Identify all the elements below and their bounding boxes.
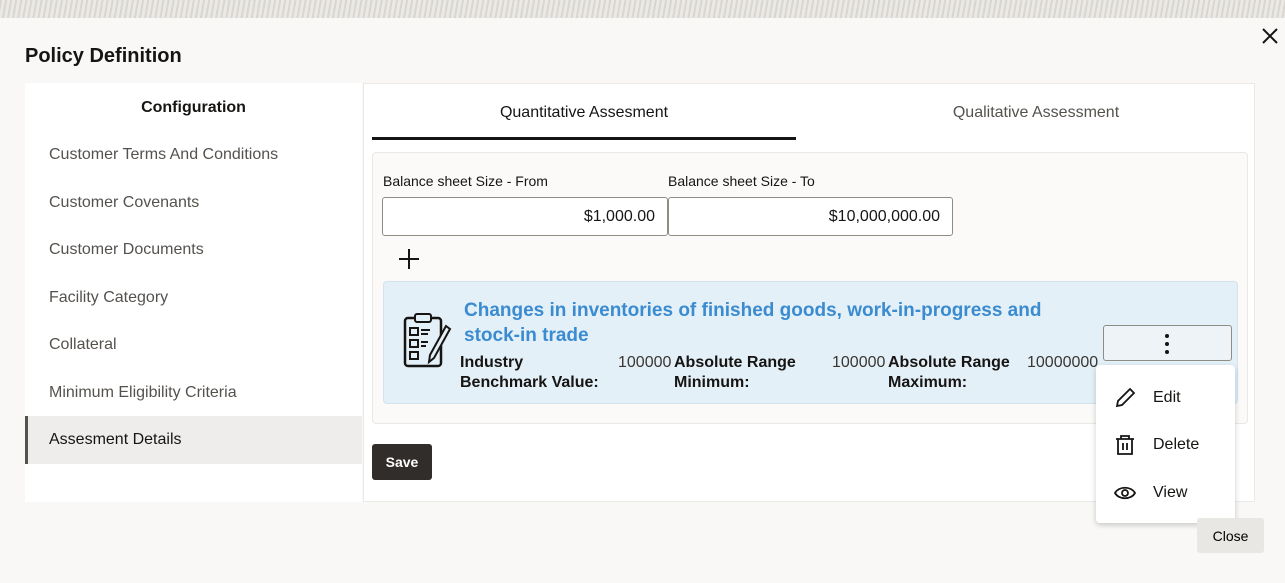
menu-item-label: View [1153, 483, 1188, 501]
balance-from-input[interactable]: $1,000.00 [382, 197, 668, 236]
menu-item-view[interactable]: View [1096, 469, 1235, 517]
range-min-value: 100000 [832, 354, 886, 371]
menu-item-edit[interactable]: Edit [1096, 374, 1235, 422]
dialog-title: Policy Definition [25, 45, 182, 67]
range-min-label: Absolute Range Minimum: [674, 354, 796, 391]
background-strip [0, 0, 1285, 18]
from-label: Balance sheet Size - From [383, 173, 548, 189]
range-max-value: 10000000 [1027, 354, 1099, 371]
benchmark-value: 100000 [618, 354, 672, 371]
add-icon[interactable] [389, 241, 429, 277]
sidebar-item-covenants[interactable]: Customer Covenants [49, 193, 200, 211]
tab-qualitative[interactable]: Qualitative Assessment [952, 104, 1120, 121]
range-max-label: Absolute Range Maximum: [888, 354, 1010, 391]
kebab-icon [1165, 334, 1169, 354]
save-button[interactable]: Save [372, 444, 432, 480]
checklist-icon [403, 313, 452, 368]
sidebar-item-eligibility[interactable]: Minimum Eligibility Criteria [49, 383, 237, 401]
menu-item-label: Delete [1153, 436, 1200, 454]
sidebar-item-facility-category[interactable]: Facility Category [49, 288, 169, 306]
pencil-icon [1115, 387, 1136, 407]
menu-item-label: Edit [1153, 388, 1181, 406]
benchmark-label: Industry Benchmark Value: [460, 354, 599, 391]
close-button[interactable]: Close [1197, 518, 1264, 553]
sidebar-item-collateral[interactable]: Collateral [49, 336, 117, 353]
assessment-form: Balance sheet Size - From $1,000.00 Bala… [372, 152, 1248, 424]
sidebar-item-documents[interactable]: Customer Documents [49, 241, 204, 258]
trash-icon [1116, 435, 1134, 456]
sidebar-item-terms[interactable]: Customer Terms And Conditions [49, 146, 279, 163]
tab-quantitative[interactable]: Quantitative Assesment [372, 104, 796, 140]
sidebar: Configuration Customer Terms And Conditi… [25, 83, 362, 502]
sidebar-heading: Configuration [141, 99, 246, 116]
main-panel: Quantitative Assesment Qualitative Asses… [363, 83, 1255, 502]
more-actions-button[interactable] [1103, 325, 1232, 361]
eye-icon [1114, 486, 1136, 499]
balance-to-input[interactable]: $10,000,000.00 [668, 197, 953, 236]
menu-item-delete[interactable]: Delete [1096, 422, 1235, 470]
sidebar-item-assesment-details[interactable]: Assesment Details [25, 416, 362, 464]
actions-menu: Edit Delete View [1096, 365, 1235, 523]
assessment-card: Changes in inventories of finished goods… [383, 281, 1238, 404]
to-label: Balance sheet Size - To [668, 173, 815, 189]
card-title[interactable]: Changes in inventories of finished goods… [464, 300, 1042, 346]
close-icon[interactable] [1258, 24, 1282, 48]
